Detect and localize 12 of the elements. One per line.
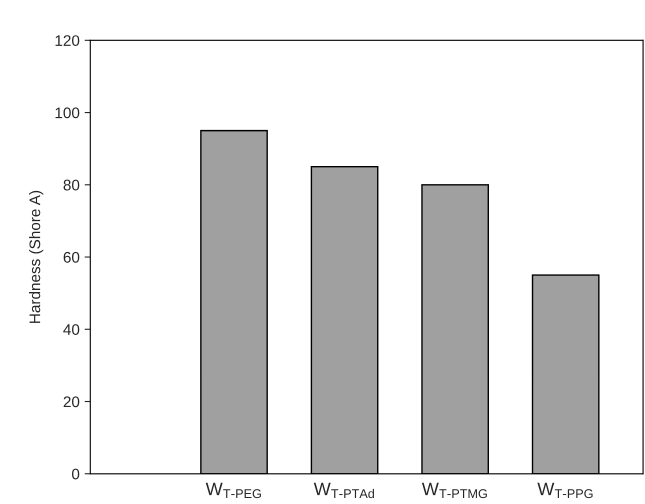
x-tick-label: W$_{T-PTMG}$ [422,482,487,498]
y-tick-label: 100 [56,107,80,118]
y-tick-label: 20 [64,396,80,408]
y-tick-label: 0 [72,468,80,480]
y-tick-label: 80 [64,180,80,190]
x-tick-label: W$_{T-PEG}$ [206,482,261,498]
y-tick-label: 60 [64,252,80,263]
x-tick-label: W$_{T-PTAd}$ [314,482,374,498]
y-tick-label: 120 [56,35,80,46]
y-tick-label: 40 [63,324,80,335]
y-axis-title: Hardness (Shore A) [29,190,44,323]
x-tick-label: W$_{T-PPG}$ [537,482,593,498]
